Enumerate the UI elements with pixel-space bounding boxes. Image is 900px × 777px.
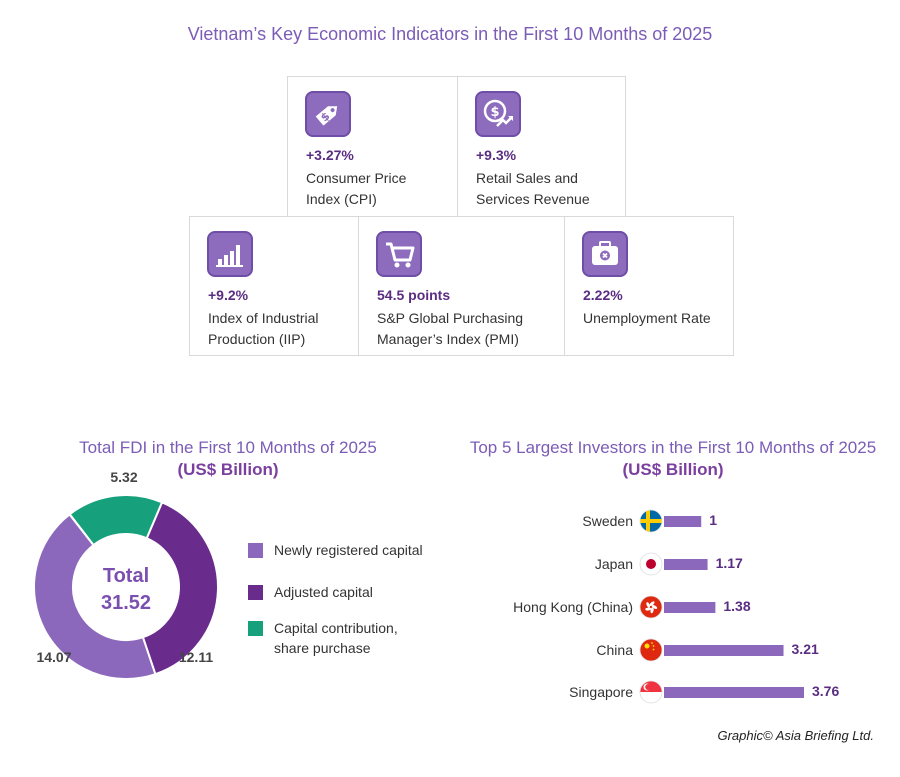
- investors-chart-title: Top 5 Largest Investors in the First 10 …: [469, 438, 877, 479]
- price-tag-icon: $: [305, 91, 351, 137]
- indicator-card-retail: $ +9.3% Retail Sales and Services Revenue: [457, 76, 626, 217]
- donut-slice-label: 14.07: [36, 649, 71, 665]
- bar-category-label: Hong Kong (China): [513, 599, 633, 615]
- page-title: Vietnam’s Key Economic Indicators in the…: [187, 24, 713, 44]
- bar-value-label: 3.76: [812, 683, 839, 699]
- donut-slice-label: 5.32: [110, 470, 137, 485]
- indicator-label: Consumer Price Index (CPI): [306, 170, 407, 207]
- indicator-card-pmi: 54.5 points S&P Global Purchasing Manager…: [358, 216, 566, 356]
- indicator-value: 2.22%: [583, 287, 623, 303]
- bar-value-label: 1: [709, 512, 717, 528]
- hong-kong-flag-icon: [639, 595, 663, 619]
- indicator-card-unemployment: 2.22% Unemployment Rate: [564, 216, 734, 356]
- bar-category-label: Japan: [595, 556, 633, 572]
- bar: [664, 602, 716, 613]
- bar-category-label: Sweden: [582, 513, 633, 529]
- indicator-card-cpi: $ +3.27% Consumer Price Index (CPI): [287, 76, 458, 217]
- bar: [664, 687, 804, 698]
- fdi-donut-chart: 5.32 12.11 14.07 Total 31.52: [33, 470, 219, 680]
- investors-bar-chart: Sweden 1 Japan 1.17 Hong Kong (China) 1.38 Chi…: [513, 509, 839, 704]
- legend-swatch: [248, 543, 263, 558]
- credit: Graphic© Asia Briefing Ltd.: [717, 728, 874, 743]
- donut-center-value: 31.52: [101, 592, 151, 614]
- indicator-value: +9.3%: [476, 147, 517, 163]
- sweden-flag-icon: [639, 509, 663, 533]
- bar: [664, 559, 708, 570]
- indicator-label: S&P Global Purchasing Manager’s Index (PM…: [377, 310, 524, 347]
- bar-value-label: 1.17: [716, 555, 743, 571]
- legend-swatch: [248, 585, 263, 600]
- legend-label: Newly registered capital: [274, 542, 423, 558]
- legend-label: Capital contribution, share purchase: [274, 620, 398, 656]
- svg-text:$: $: [490, 105, 499, 120]
- donut-slice: [141, 501, 219, 676]
- indicator-value: +3.27%: [306, 147, 354, 163]
- fdi-chart-title: Total FDI in the First 10 Months of 2025…: [79, 438, 377, 479]
- bar-value-label: 1.38: [723, 598, 750, 614]
- bar: [664, 516, 702, 527]
- bar-chart-icon: [207, 231, 253, 277]
- shopping-cart-icon: [376, 231, 422, 277]
- singapore-flag-icon: [639, 680, 663, 704]
- bar-category-label: China: [596, 642, 633, 658]
- japan-flag-icon: [639, 552, 663, 576]
- indicator-label: Retail Sales and Services Revenue: [476, 170, 590, 207]
- money-growth-icon: $: [475, 91, 521, 137]
- donut-center-label: Total: [103, 565, 149, 587]
- bar-value-label: 3.21: [792, 641, 819, 657]
- donut-slice-label: 12.11: [179, 649, 213, 665]
- indicator-value: 54.5 points: [377, 287, 451, 303]
- indicator-value: +9.2%: [208, 287, 249, 303]
- legend-swatch: [248, 621, 263, 636]
- indicator-label: Unemployment Rate: [583, 310, 711, 326]
- bar: [664, 645, 784, 656]
- indicator-card-iip: +9.2% Index of Industrial Production (IIP…: [189, 216, 360, 356]
- bar-category-label: Singapore: [569, 684, 633, 700]
- briefcase-icon: [582, 231, 628, 277]
- indicator-label: Index of Industrial Production (IIP): [208, 310, 319, 347]
- china-flag-icon: [639, 638, 663, 662]
- donut-slice: [33, 513, 157, 680]
- legend-label: Adjusted capital: [274, 584, 373, 600]
